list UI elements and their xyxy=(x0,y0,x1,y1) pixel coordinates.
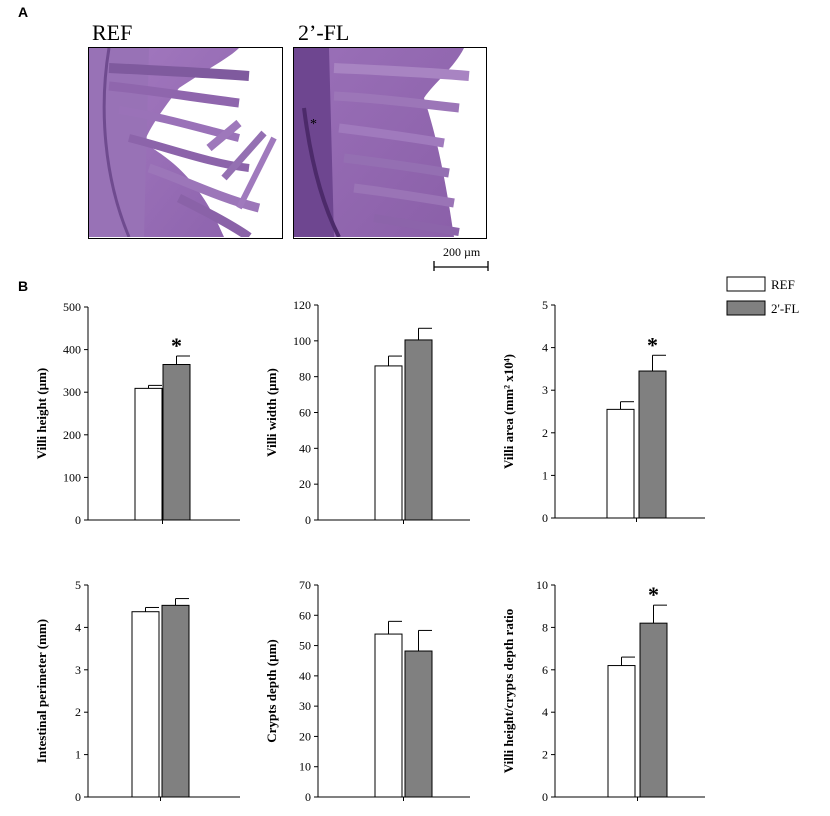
y-tick-label: 5 xyxy=(75,578,81,592)
panel-a-label: A xyxy=(18,4,29,20)
y-axis-label: Villi height/crypts depth ratio xyxy=(501,609,516,774)
y-axis-label: Crypts depth (µm) xyxy=(264,639,279,743)
y-tick-label: 5 xyxy=(542,298,548,312)
bar-2fl xyxy=(404,650,433,798)
chart-4: 0 1 2 3 4 5 Intestinal perimeter (mm) xyxy=(34,578,240,804)
y-tick-label: 20 xyxy=(299,729,311,743)
y-tick-label: 4 xyxy=(542,341,548,355)
scale-bar xyxy=(433,261,489,271)
y-tick-label: 40 xyxy=(299,441,311,455)
y-axis-label: Villi area (mm² x10⁴) xyxy=(501,354,516,469)
legend: REF 2'-FL xyxy=(726,276,799,316)
y-tick-label: 100 xyxy=(293,334,311,348)
y-tick-label: 1 xyxy=(542,468,548,482)
y-tick-label: 0 xyxy=(542,790,548,804)
scale-bar-label: 200 µm xyxy=(443,245,481,259)
bar-ref xyxy=(607,665,636,798)
bar-2fl xyxy=(639,622,668,798)
legend-label-2fl: 2'-FL xyxy=(771,301,799,316)
bar-ref xyxy=(131,611,160,798)
chart-3: 0 1 2 3 4 5 Villi area (mm² x10⁴) * xyxy=(501,298,705,525)
significance-marker: * xyxy=(171,333,182,358)
y-tick-label: 6 xyxy=(542,663,548,677)
y-tick-label: 4 xyxy=(75,620,81,634)
y-tick-label: 50 xyxy=(299,639,311,653)
y-tick-label: 0 xyxy=(305,513,311,527)
bar-2fl xyxy=(162,364,191,521)
y-tick-label: 100 xyxy=(63,470,81,484)
significance-marker: * xyxy=(647,332,658,357)
y-tick-label: 30 xyxy=(299,699,311,713)
y-tick-label: 3 xyxy=(542,383,548,397)
bar-2fl xyxy=(161,604,190,798)
bar-ref xyxy=(134,387,163,521)
bar-ref xyxy=(606,408,635,519)
2fl-histology-image: * xyxy=(293,47,487,239)
y-tick-label: 2 xyxy=(542,426,548,440)
y-tick-label: 120 xyxy=(293,298,311,312)
legend-swatch-2fl xyxy=(726,300,766,316)
significance-marker: * xyxy=(648,582,659,607)
chart-1: 0 100 200 300 400 500 Villi height (µm) * xyxy=(34,300,240,527)
y-tick-label: 60 xyxy=(299,608,311,622)
y-tick-label: 0 xyxy=(75,513,81,527)
chart-6: 0 2 4 6 8 10 Villi height/crypts depth ratio * xyxy=(501,578,705,804)
y-tick-label: 4 xyxy=(542,705,548,719)
ref-image-title: REF xyxy=(92,20,133,45)
y-tick-label: 500 xyxy=(63,300,81,314)
y-tick-label: 10 xyxy=(536,578,548,592)
y-tick-label: 8 xyxy=(542,620,548,634)
y-tick-label: 70 xyxy=(299,578,311,592)
y-tick-label: 2 xyxy=(75,705,81,719)
y-tick-label: 20 xyxy=(299,477,311,491)
bar-ref xyxy=(374,365,403,521)
bar-2fl xyxy=(638,370,667,519)
y-tick-label: 3 xyxy=(75,663,81,677)
bar-ref xyxy=(374,633,403,798)
y-tick-label: 0 xyxy=(542,511,548,525)
y-tick-label: 80 xyxy=(299,370,311,384)
chart-2: 0 20 40 60 80 100 120 Villi width (µm) xyxy=(264,298,470,527)
y-tick-label: 0 xyxy=(305,790,311,804)
y-tick-label: 400 xyxy=(63,343,81,357)
y-tick-label: 1 xyxy=(75,748,81,762)
legend-label-ref: REF xyxy=(771,277,795,292)
y-tick-label: 60 xyxy=(299,406,311,420)
y-tick-label: 40 xyxy=(299,669,311,683)
bar-2fl xyxy=(404,339,433,521)
y-tick-label: 300 xyxy=(63,385,81,399)
y-axis-label: Intestinal perimeter (mm) xyxy=(34,619,49,763)
ref-histology-image xyxy=(88,47,283,239)
y-axis-label: Villi height (µm) xyxy=(34,368,49,460)
y-axis-label: Villi width (µm) xyxy=(264,368,279,457)
2fl-image-title: 2’-FL xyxy=(298,20,350,45)
svg-text:*: * xyxy=(310,117,317,132)
y-tick-label: 10 xyxy=(299,760,311,774)
y-tick-label: 200 xyxy=(63,428,81,442)
chart-5: 0 10 20 30 40 50 60 70 Crypts depth (µm) xyxy=(264,578,470,804)
y-tick-label: 0 xyxy=(75,790,81,804)
panel-b-label: B xyxy=(18,278,29,294)
y-tick-label: 2 xyxy=(542,748,548,762)
legend-swatch-ref xyxy=(726,276,766,292)
